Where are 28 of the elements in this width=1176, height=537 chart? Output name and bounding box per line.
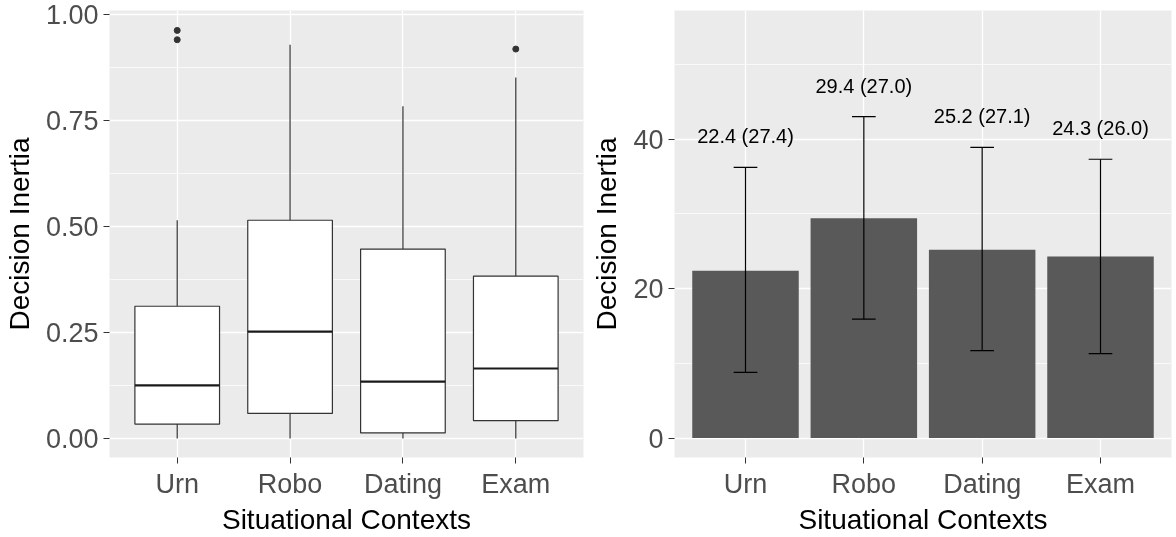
bar xyxy=(810,218,918,439)
y-tick-label: 0.00 xyxy=(45,423,99,454)
y-tick-label: 1.00 xyxy=(45,0,99,31)
y-axis-title: Decision Inertia xyxy=(591,137,623,331)
y-tick-label: 0 xyxy=(648,423,664,454)
x-axis-title: Situational Contexts xyxy=(221,503,472,535)
x-tick-label: Urn xyxy=(155,468,199,499)
x-tick-label: Robo xyxy=(257,468,323,499)
annotation: 29.4 (27.0) xyxy=(815,74,913,97)
y-tick-label: 0.75 xyxy=(45,106,99,137)
bar xyxy=(928,249,1036,439)
x-tick-label: Exam xyxy=(481,468,551,499)
bar xyxy=(692,270,799,439)
x-tick-label: Robo xyxy=(831,468,897,499)
annotation: 22.4 (27.4) xyxy=(697,125,794,148)
y-tick-label: 40 xyxy=(633,124,664,155)
x-tick-label: Dating xyxy=(363,468,442,499)
annotation: 24.3 (26.0) xyxy=(1052,117,1149,140)
x-tick-label: Exam xyxy=(1065,468,1136,499)
bar xyxy=(1047,256,1154,439)
y-tick-label: 20 xyxy=(633,274,664,305)
x-axis-title: Situational Contexts xyxy=(798,503,1048,535)
annotation: 25.2 (27.1) xyxy=(933,105,1031,128)
y-tick-label: 0.25 xyxy=(45,318,99,349)
y-tick-label: 0.50 xyxy=(45,212,99,243)
y-axis-title: Decision Inertia xyxy=(3,137,35,331)
x-tick-label: Urn xyxy=(723,468,768,499)
x-tick-label: Dating xyxy=(943,468,1022,499)
